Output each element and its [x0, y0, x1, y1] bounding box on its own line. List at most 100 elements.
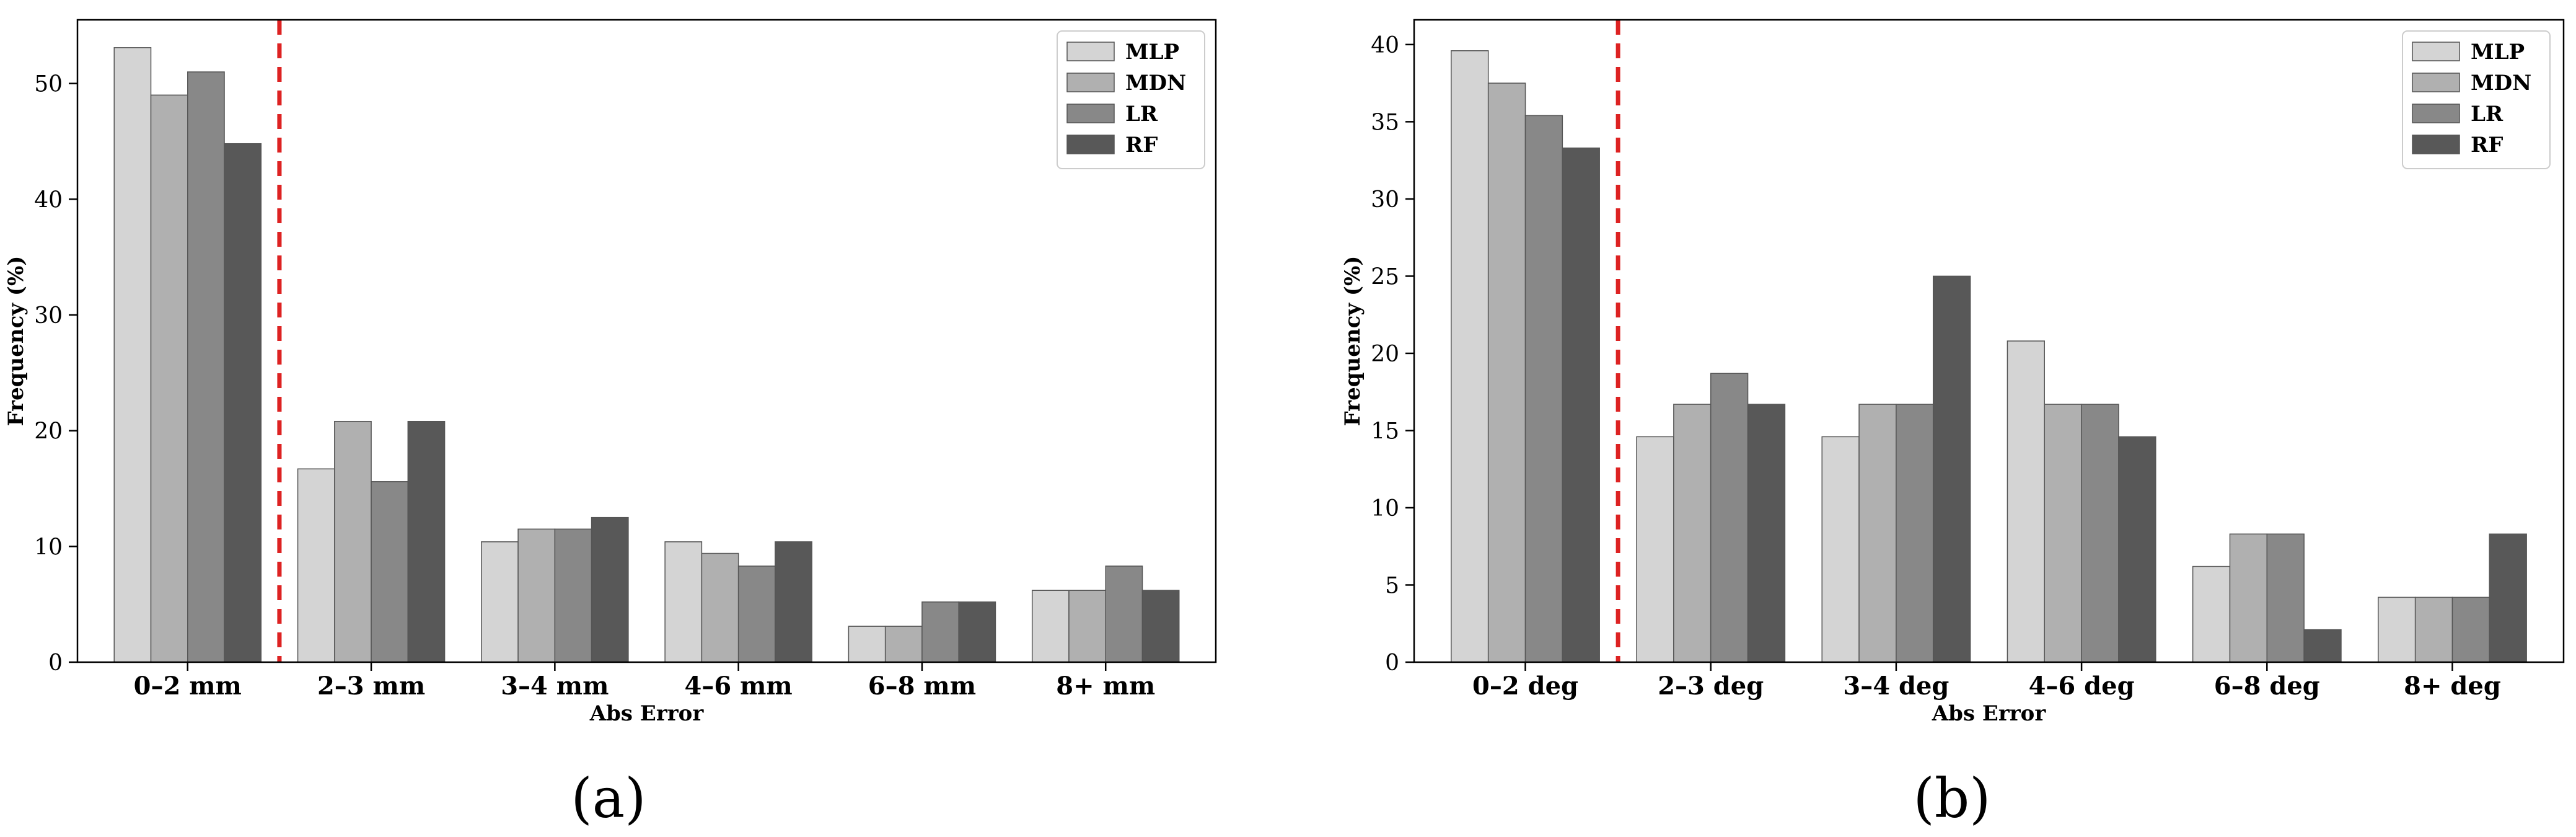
bar-mlp-1	[297, 468, 335, 663]
legend-swatch-lr	[1066, 104, 1115, 123]
bar-lr-2	[1896, 404, 1934, 663]
legend-label-mlp: MLP	[2471, 40, 2525, 64]
bar-rf-1	[1747, 404, 1786, 663]
bar-lr-0	[187, 71, 225, 663]
bar-lr-5	[2451, 596, 2490, 663]
x-tick-label: 6–8 mm	[868, 671, 976, 701]
bar-rf-1	[407, 420, 446, 663]
x-tick-label: 2–3 deg	[1658, 671, 1764, 701]
bar-mdn-0	[150, 94, 188, 663]
y-tick-label: 20	[1371, 342, 1399, 367]
bar-mdn-3	[2044, 404, 2082, 663]
y-tick-label: 0	[1385, 650, 1399, 676]
legend-label-mdn: MDN	[1125, 71, 1186, 95]
bar-rf-4	[958, 601, 996, 663]
legend-box	[1057, 30, 1205, 169]
bar-rf-0	[1562, 147, 1600, 663]
bar-rf-4	[2303, 629, 2342, 663]
y-tick-label: 35	[1371, 110, 1399, 135]
x-tick-label: 8+ deg	[2404, 671, 2501, 701]
bar-lr-2	[554, 528, 592, 663]
x-tick-label: 3–4 mm	[501, 671, 609, 701]
y-axis-label: Frequency (%)	[1340, 256, 1365, 427]
bar-lr-1	[1710, 373, 1749, 663]
legend-label-mdn: MDN	[2471, 71, 2531, 95]
bar-rf-5	[1141, 590, 1180, 663]
bar-mdn-2	[517, 528, 556, 663]
bar-mlp-2	[1821, 436, 1860, 663]
bar-mdn-5	[2414, 596, 2453, 663]
plot-frame	[76, 19, 1217, 663]
legend-label-lr: LR	[1125, 102, 1158, 126]
x-tick-label: 3–4 deg	[1843, 671, 1949, 701]
panel-a-chart: 0 10 20 30 40 50 0–2 mm 2–3 mm 3–4 mm 4–6 mm 6–8 m…	[4, 19, 1217, 726]
legend-swatch-mdn	[2412, 73, 2460, 92]
bar-mdn-1	[1673, 404, 1712, 663]
bar-mlp-4	[848, 626, 886, 663]
x-tick-label: 0–2 deg	[1472, 671, 1578, 701]
bar-rf-2	[1932, 275, 1971, 663]
y-tick-label: 10	[34, 534, 63, 560]
panel-label-b: (b)	[1914, 766, 1991, 830]
x-tick-label: 8+ mm	[1056, 671, 1155, 701]
legend-label-rf: RF	[2471, 133, 2503, 157]
bar-mdn-0	[1487, 82, 1526, 663]
bar-rf-3	[775, 541, 812, 663]
bar-mlp-2	[481, 541, 519, 663]
plot-frame	[1413, 19, 2565, 663]
y-tick-label: 30	[1371, 187, 1399, 213]
y-axis-label: Frequency (%)	[4, 256, 29, 427]
bar-lr-3	[737, 565, 776, 663]
y-tick-label: 50	[34, 72, 63, 97]
x-tick-label: 0–2 mm	[134, 671, 242, 701]
bar-mdn-4	[2229, 533, 2268, 663]
x-axis-label: Abs Error	[589, 701, 705, 726]
legend-swatch-mlp	[2412, 42, 2460, 61]
bar-lr-4	[921, 601, 959, 663]
legend-swatch-lr	[2412, 104, 2460, 123]
y-tick-label: 15	[1371, 418, 1399, 444]
y-tick-label: 20	[34, 419, 63, 445]
bar-mlp-4	[2192, 565, 2231, 663]
bar-mdn-3	[701, 552, 739, 663]
bar-mdn-2	[1858, 404, 1897, 663]
bar-mdn-1	[334, 420, 372, 663]
bar-mdn-4	[884, 626, 923, 663]
x-tick-label: 6–8 deg	[2214, 671, 2320, 701]
panel-label-a: (a)	[571, 766, 646, 830]
x-tick-label: 2–3 mm	[317, 671, 425, 701]
legend-label-mlp: MLP	[1125, 40, 1179, 64]
legend-swatch-rf	[2412, 135, 2460, 154]
bar-mlp-3	[2007, 340, 2046, 663]
bar-mdn-5	[1068, 590, 1106, 663]
legend-swatch-mlp	[1066, 42, 1115, 61]
x-tick-label: 4–6 deg	[2029, 671, 2135, 701]
legend-swatch-mdn	[1066, 73, 1115, 92]
bar-rf-3	[2118, 436, 2156, 663]
y-tick-label: 25	[1371, 264, 1399, 290]
bar-rf-0	[224, 143, 262, 663]
panel-b-chart: 0 5 10 15 20 25 30 35 40 0–2 deg 2–3 deg 3–4 deg 4–6…	[1340, 19, 2565, 726]
bar-mlp-0	[113, 47, 152, 663]
legend-box	[2402, 30, 2551, 169]
legend-label-rf: RF	[1125, 133, 1158, 157]
bar-rf-2	[591, 516, 629, 663]
y-tick-label: 5	[1385, 573, 1399, 598]
bar-lr-5	[1105, 565, 1143, 663]
bar-rf-5	[2489, 533, 2527, 663]
y-tick-label: 0	[48, 650, 63, 676]
bar-mlp-5	[2378, 596, 2416, 663]
x-tick-label: 4–6 mm	[685, 671, 793, 701]
bar-mlp-3	[664, 541, 703, 663]
bar-lr-1	[371, 481, 409, 663]
bar-mlp-0	[1451, 50, 1489, 663]
y-tick-label: 10	[1371, 496, 1399, 521]
bar-lr-0	[1524, 115, 1563, 663]
y-tick-label: 40	[34, 187, 63, 213]
y-tick-label: 40	[1371, 33, 1399, 58]
legend-swatch-rf	[1066, 135, 1115, 154]
x-axis-label: Abs Error	[1932, 701, 2047, 726]
bar-lr-4	[2266, 533, 2305, 663]
bar-lr-3	[2081, 404, 2119, 663]
